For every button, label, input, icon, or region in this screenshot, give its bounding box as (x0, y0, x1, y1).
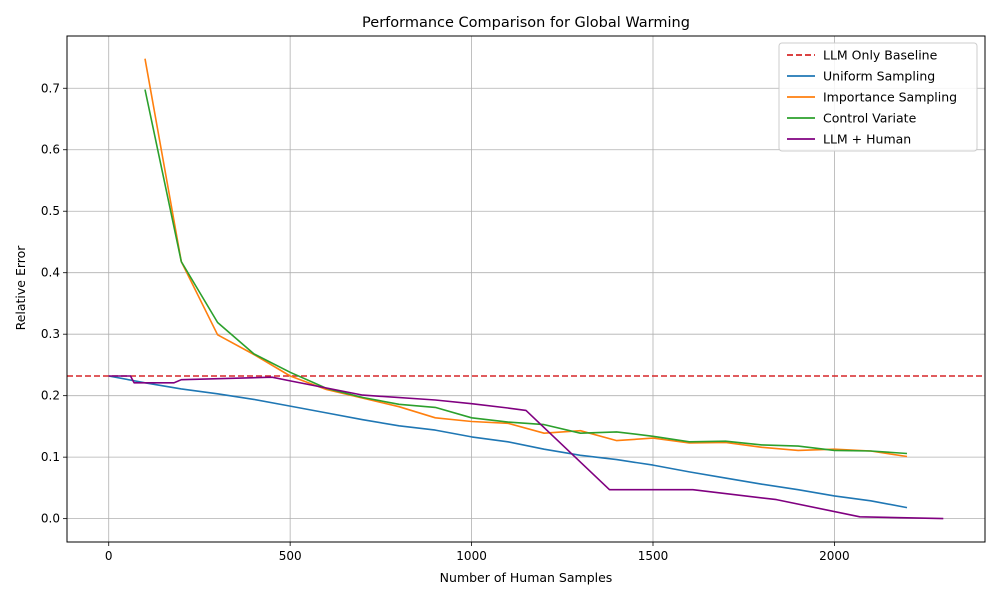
chart-title: Performance Comparison for Global Warmin… (362, 15, 690, 31)
legend-label-control-variate: Control Variate (823, 111, 917, 126)
y-tick-label: 0.4 (41, 266, 60, 280)
x-tick-label: 0 (105, 549, 113, 563)
series-line-llm-human (108, 375, 944, 520)
plot-frame (66, 35, 986, 543)
series-lines (67, 58, 985, 520)
legend-label-baseline: LLM Only Baseline (823, 48, 938, 63)
x-tick-label: 1000 (456, 549, 487, 563)
y-tick-label: 0.7 (41, 81, 60, 95)
legend-label-llm-human: LLM + Human (823, 132, 911, 147)
series-line-importance-sampling (144, 58, 908, 458)
x-axis-label: Number of Human Samples (440, 570, 613, 585)
legend-label-importance-sampling: Importance Sampling (823, 90, 957, 105)
x-tick-label: 500 (279, 549, 302, 563)
y-tick-label: 0.3 (41, 327, 60, 341)
x-tick-label: 1500 (638, 549, 669, 563)
axis-ticks: 0 500 1000 1500 2000 0.0 0.1 0.2 0.3 0.4 0.5 0.6 0.7 (41, 81, 850, 563)
legend-label-uniform-sampling: Uniform Sampling (823, 69, 935, 84)
x-tick-label: 2000 (819, 549, 850, 563)
y-tick-label: 0.5 (41, 204, 60, 218)
gridlines (67, 36, 985, 542)
legend: LLM Only Baseline Uniform Sampling Impor… (778, 42, 978, 152)
y-tick-label: 0.0 (41, 512, 60, 526)
y-tick-label: 0.6 (41, 143, 60, 157)
y-tick-label: 0.1 (41, 450, 60, 464)
series-line-control-variate (144, 89, 908, 455)
y-tick-label: 0.2 (41, 389, 60, 403)
series-line-uniform-sampling (108, 375, 908, 509)
y-axis-label: Relative Error (13, 245, 28, 331)
legend-box (778, 42, 978, 152)
